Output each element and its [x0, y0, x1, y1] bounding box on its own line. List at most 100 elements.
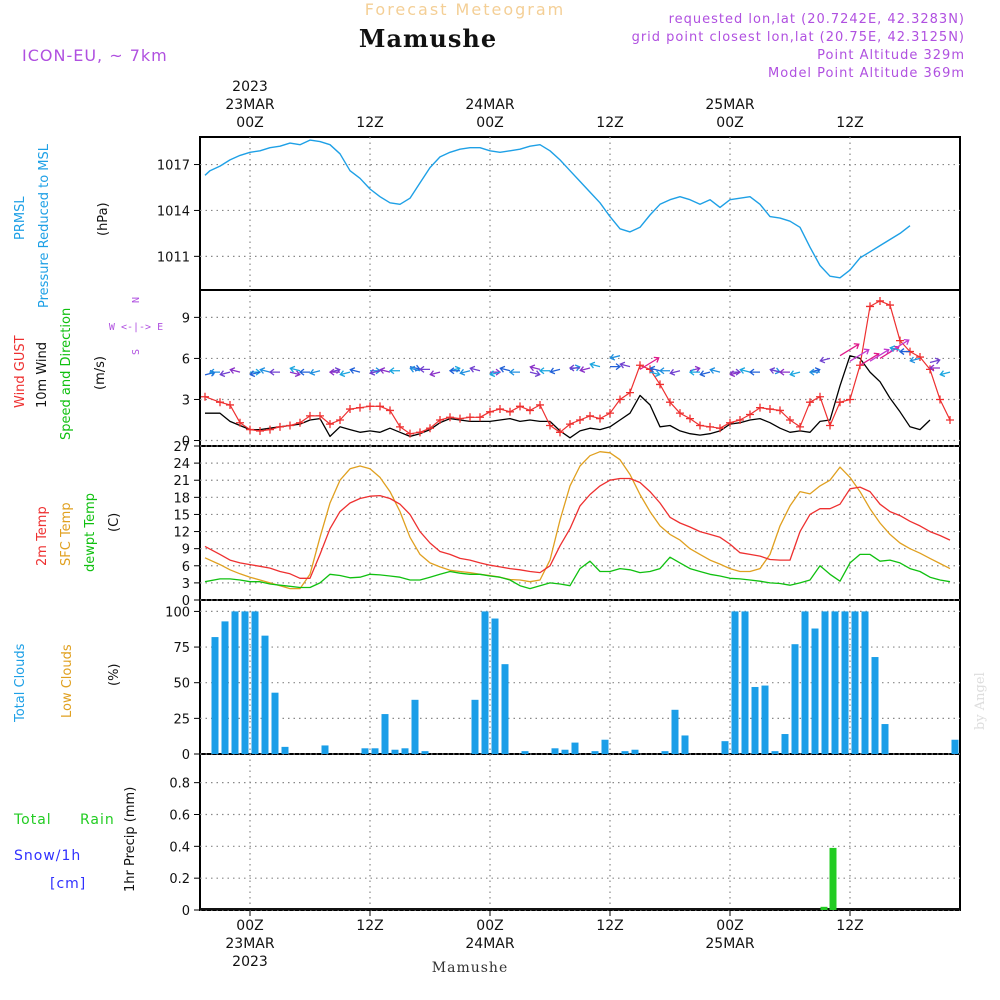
cloud-bar — [861, 611, 869, 754]
cloud-bar — [601, 739, 609, 754]
gust-marker — [346, 405, 354, 414]
top-hour-label: 12Z — [356, 115, 383, 131]
pressure-label-1: PRMSL — [13, 196, 28, 240]
temp-label-sfc: SFC Temp — [59, 502, 74, 566]
gust-marker — [356, 403, 364, 412]
cloud-bar — [631, 749, 639, 754]
precip-labels: Total Rain Snow/1h [cm] 1hr Precip (mm) — [13, 787, 138, 892]
wind-direction-arrow — [609, 353, 621, 361]
gust-marker — [316, 411, 324, 420]
bottom-hour-label: 12Z — [836, 918, 863, 934]
gust-marker — [666, 398, 674, 407]
bottom-year-label: 2023 — [232, 954, 268, 970]
top-date-label: 25MAR — [705, 97, 754, 113]
wind-direction-arrow — [898, 348, 910, 356]
cloud-label-low: Low Clouds — [60, 644, 75, 718]
ytick-label-temperature: 15 — [173, 508, 190, 523]
gust-marker — [226, 400, 234, 409]
gust-marker — [426, 424, 434, 433]
ytick-label-clouds: 0 — [182, 748, 190, 763]
gust-marker — [916, 353, 924, 362]
wind-direction-arrow — [529, 370, 541, 378]
top-hour-label: 00Z — [236, 115, 263, 131]
gust-marker — [456, 414, 464, 423]
compass-we: W <-|-> E — [109, 322, 163, 333]
wind-direction-arrow — [589, 361, 601, 369]
wind-direction-arrow — [379, 367, 391, 374]
top-hour-label: 00Z — [476, 115, 503, 131]
wind-direction-arrow — [739, 367, 751, 374]
wind-direction-arrow — [649, 370, 661, 378]
compass-s: S — [131, 349, 142, 355]
gust-marker — [586, 411, 594, 420]
cloud-bar — [401, 748, 409, 754]
gust-marker — [606, 409, 614, 418]
cloud-bar — [741, 611, 749, 754]
gust-marker — [626, 388, 634, 397]
pressure-label-2: Pressure Reduced to MSL — [37, 143, 52, 308]
temp-unit: (C) — [107, 513, 122, 532]
cloud-bar — [521, 751, 529, 754]
wind-label-gust: Wind GUST — [13, 335, 28, 408]
gust-marker — [436, 416, 444, 424]
gust-marker — [306, 411, 314, 420]
wind-direction-arrow — [699, 370, 711, 378]
cloud-bar — [821, 611, 829, 754]
gust-marker — [616, 395, 624, 404]
top-hour-label: 12Z — [836, 115, 863, 131]
gust-marker — [536, 400, 544, 409]
wind-direction-arrow — [219, 370, 231, 378]
gust-marker — [706, 422, 714, 431]
wind-direction-arrow — [889, 338, 910, 353]
wind-direction-arrow — [658, 367, 670, 375]
gust-marker — [526, 406, 534, 415]
wind-direction-arrow — [869, 348, 890, 362]
wind-direction-arrow — [849, 348, 870, 362]
gust-marker — [656, 380, 664, 389]
sfc-temp-line — [204, 451, 951, 590]
ytick-label-temperature: 27 — [173, 440, 190, 455]
wind-direction-arrow — [579, 366, 591, 373]
cloud-bar — [671, 709, 679, 754]
ytick-label-precip: 0.8 — [169, 777, 190, 792]
grid-lines — [200, 137, 960, 911]
gust-marker — [486, 407, 494, 416]
gust-marker — [246, 425, 254, 434]
precip-bar — [820, 906, 828, 910]
cloud-bar — [811, 628, 819, 754]
gust-marker — [686, 414, 694, 423]
gust-marker — [746, 410, 754, 419]
cloud-bar — [221, 621, 229, 754]
wind-direction-arrow — [298, 368, 310, 376]
point-altitude: Point Altitude 329m — [817, 48, 965, 63]
ytick-label-clouds: 50 — [173, 677, 190, 692]
gust-marker — [936, 395, 944, 404]
cloud-bar — [321, 745, 329, 754]
gust-marker — [506, 407, 514, 416]
gust-marker — [826, 421, 834, 430]
gust-marker — [806, 398, 814, 407]
temp-label-dewpt: dewpt Temp — [83, 493, 98, 572]
cloud-bar — [851, 611, 859, 754]
cloud-bar — [211, 637, 219, 754]
cloud-bar — [771, 751, 779, 754]
gust-marker — [296, 418, 304, 427]
ytick-label-precip: 0.6 — [169, 808, 190, 823]
gust-marker — [796, 422, 804, 431]
gust-marker — [766, 405, 774, 414]
bottom-hour-label: 12Z — [356, 918, 383, 934]
gust-marker — [476, 413, 484, 422]
ytick-label-temperature: 9 — [182, 543, 190, 558]
gust-marker — [516, 402, 524, 411]
gridpoint-coords: grid point closest lon,lat (20.75E, 42.3… — [632, 30, 965, 45]
pressure-labels: PRMSL Pressure Reduced to MSL (hPa) — [13, 143, 111, 308]
panel-frame-temperature — [199, 445, 961, 601]
wind-direction-arrow — [448, 367, 460, 375]
wind-unit: (m/s) — [93, 356, 108, 390]
gust-marker — [866, 302, 874, 311]
gust-marker — [446, 413, 454, 422]
gust-marker — [201, 392, 209, 401]
precip-unit: 1hr Precip (mm) — [123, 787, 138, 892]
gust-marker — [376, 402, 384, 411]
ytick-label-precip: 0.2 — [169, 872, 190, 887]
